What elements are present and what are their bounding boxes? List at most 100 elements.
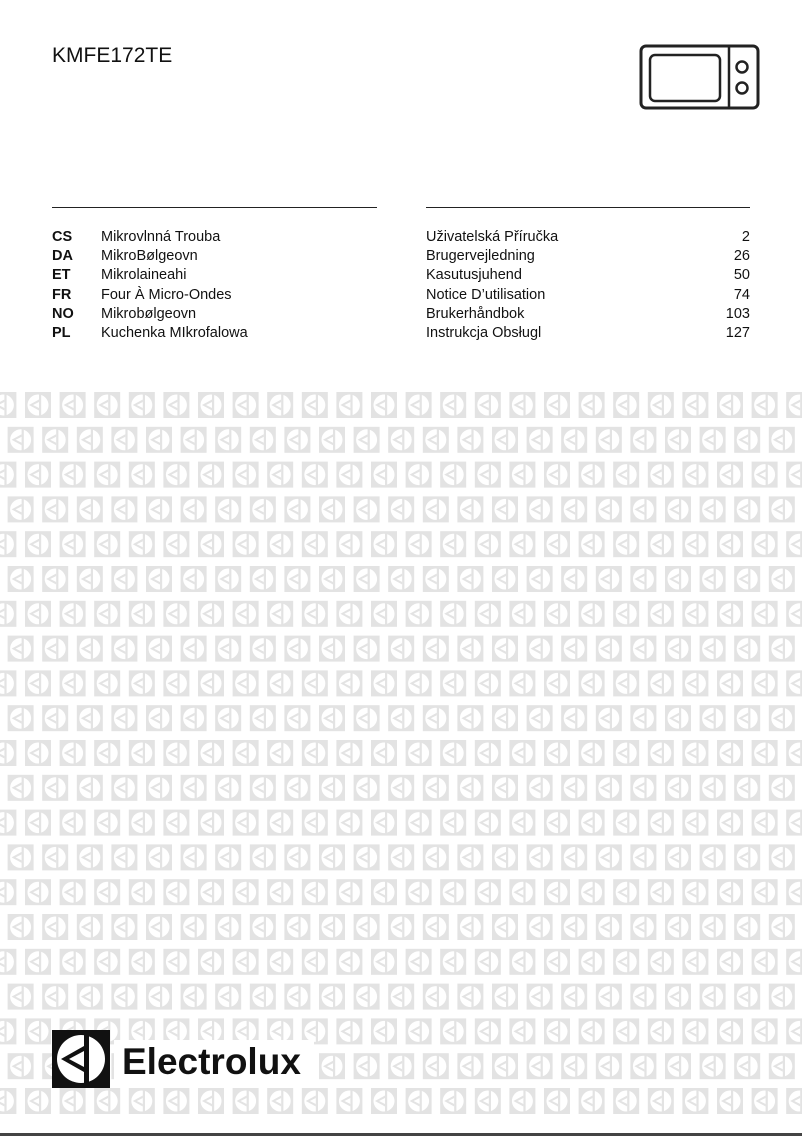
pattern-tile (163, 392, 190, 418)
pattern-tile (440, 879, 467, 906)
pattern-tile (0, 1018, 17, 1045)
pattern-tile (457, 844, 484, 871)
pattern-tile (59, 879, 86, 906)
pattern-tile (561, 983, 588, 1010)
pattern-tile (613, 948, 640, 975)
pattern-tile (405, 1018, 432, 1045)
pattern-tile (198, 531, 224, 558)
pattern-tile (457, 914, 484, 940)
pattern-tile (336, 670, 363, 697)
pattern-tile (665, 566, 691, 592)
pattern-tile (76, 705, 103, 732)
pattern-tile (405, 809, 432, 836)
pattern-tile (76, 635, 103, 662)
pattern-tile (630, 635, 657, 662)
language-row: CS Mikrovlnná Trouba (52, 228, 382, 247)
pattern-tile (59, 600, 86, 627)
pattern-tile (371, 461, 397, 488)
pattern-tile (561, 426, 588, 453)
pattern-tile (509, 670, 536, 697)
page-number: 74 (733, 286, 750, 303)
pattern-tile (7, 566, 34, 592)
pattern-tile (128, 1088, 155, 1114)
pattern-tile (561, 566, 588, 592)
pattern-tile (405, 879, 432, 906)
pattern-tile (146, 774, 172, 801)
pattern-tile (267, 809, 294, 836)
pattern-tile (595, 635, 622, 662)
pattern-tile (717, 461, 743, 488)
pattern-tile (457, 1053, 484, 1080)
pattern-tile (25, 740, 51, 766)
pattern-tile (388, 774, 415, 801)
pattern-tile (0, 531, 17, 558)
pattern-tile (595, 705, 622, 732)
pattern-tile (578, 948, 605, 975)
pattern-tile (595, 844, 622, 871)
pattern-tile (492, 844, 518, 871)
pattern-tile (319, 774, 345, 801)
brand-pattern-background (0, 392, 802, 1114)
pattern-tile (561, 635, 588, 662)
pattern-tile (25, 1088, 51, 1114)
manual-index: Uživatelská Příručka 2 Brugervejledning 26 K… (426, 228, 750, 343)
pattern-tile (768, 496, 795, 523)
pattern-tile (232, 392, 259, 418)
pattern-tile (371, 392, 397, 418)
pattern-tile (215, 566, 242, 592)
pattern-tile (25, 531, 51, 558)
pattern-tile (751, 600, 778, 627)
pattern-tile (128, 879, 155, 906)
pattern-tile (7, 635, 34, 662)
pattern-tile (474, 1018, 501, 1045)
pattern-tile (682, 670, 709, 697)
pattern-tile (94, 879, 121, 906)
pattern-tile (388, 914, 415, 940)
pattern-tile (578, 461, 605, 488)
pattern-tile (474, 809, 501, 836)
pattern-tile (146, 426, 172, 453)
pattern-tile (232, 600, 259, 627)
pattern-tile (0, 1088, 17, 1114)
pattern-tile (578, 809, 605, 836)
pattern-tile (457, 774, 484, 801)
pattern-tile (457, 635, 484, 662)
pattern-tile (7, 774, 34, 801)
pattern-tile (198, 879, 224, 906)
pattern-tile (232, 809, 259, 836)
pattern-tile (76, 566, 103, 592)
pattern-tile (249, 844, 276, 871)
pattern-tile (699, 426, 726, 453)
pattern-tile (284, 844, 311, 871)
pattern-tile (163, 531, 190, 558)
logo-backdrop (114, 1040, 314, 1082)
pattern-tile (180, 635, 207, 662)
pattern-tile (717, 1018, 743, 1045)
pattern-tile (613, 461, 640, 488)
pattern-tile (336, 461, 363, 488)
pattern-tile (786, 461, 802, 488)
pattern-tile (682, 1088, 709, 1114)
pattern-tile (509, 879, 536, 906)
pattern-tile (76, 496, 103, 523)
pattern-tile (699, 705, 726, 732)
pattern-tile (405, 461, 432, 488)
pattern-tile (786, 879, 802, 906)
manual-row: Uživatelská Příručka 2 (426, 228, 750, 247)
pattern-tile (232, 879, 259, 906)
pattern-tile (146, 635, 172, 662)
pattern-tile (474, 740, 501, 766)
pattern-tile (371, 670, 397, 697)
pattern-tile (440, 740, 467, 766)
pattern-tile (613, 740, 640, 766)
pattern-tile (42, 914, 69, 940)
pattern-tile (215, 705, 242, 732)
pattern-tile (492, 566, 518, 592)
pattern-tile (492, 496, 518, 523)
pattern-tile (59, 1088, 86, 1114)
pattern-tile (544, 531, 570, 558)
pattern-tile (630, 914, 657, 940)
divider-left (52, 207, 377, 208)
pattern-tile (388, 983, 415, 1010)
pattern-tile (232, 531, 259, 558)
